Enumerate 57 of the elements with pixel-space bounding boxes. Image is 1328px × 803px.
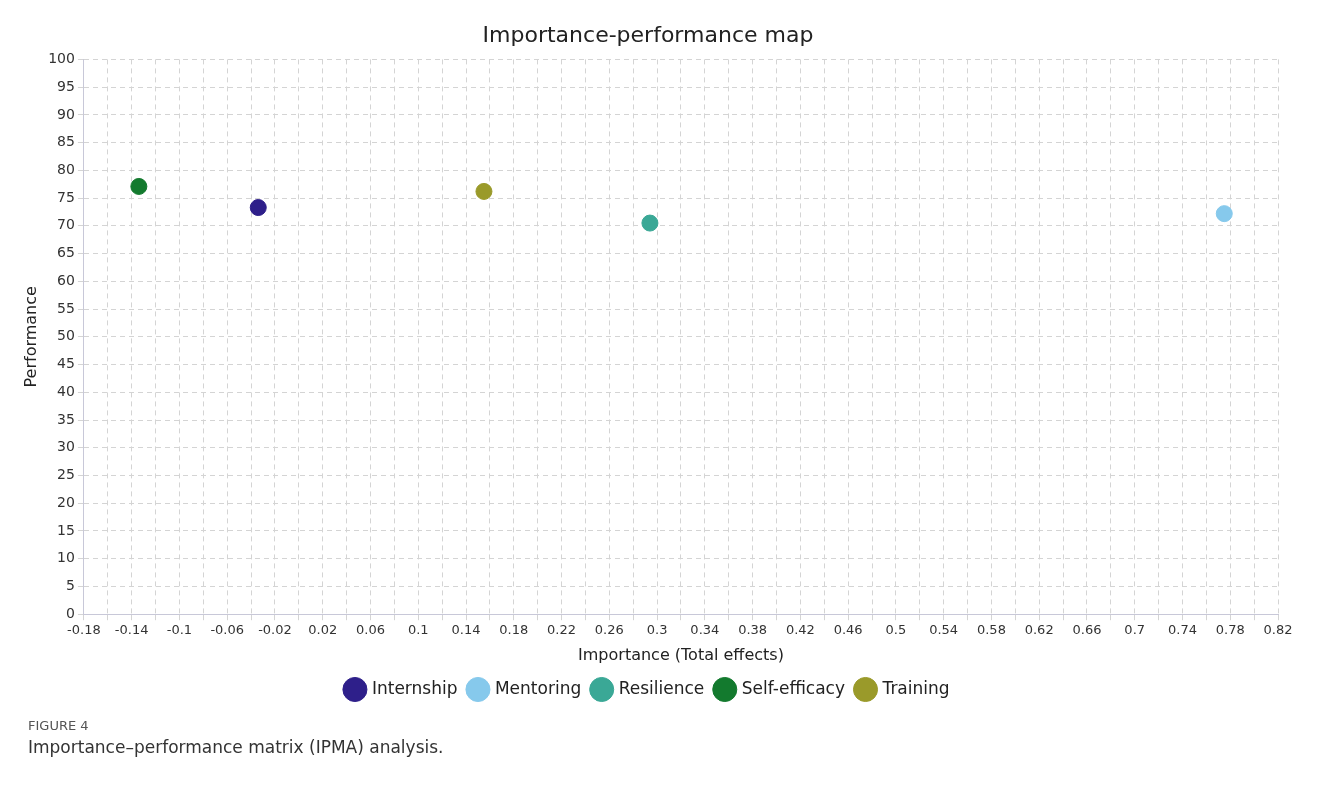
x-tick-label: 0.5 xyxy=(885,622,907,638)
x-tick-label: -0.02 xyxy=(258,622,292,638)
x-tick-label: -0.06 xyxy=(210,622,245,638)
y-tick-label: 55 xyxy=(57,299,75,316)
x-tick-label: 0.78 xyxy=(1215,622,1245,638)
y-tick-label: 100 xyxy=(48,50,75,67)
x-tick-label: 0.54 xyxy=(929,622,959,638)
y-tick-label: 75 xyxy=(57,188,75,205)
x-tick-label: 0.62 xyxy=(1024,622,1054,638)
x-tick-label: 0.74 xyxy=(1168,622,1197,638)
y-tick-label: 5 xyxy=(66,577,75,594)
x-tick-label: 0.58 xyxy=(976,622,1006,638)
y-tick-label: 25 xyxy=(57,466,75,483)
legend-label: Training xyxy=(881,677,950,698)
x-tick-label: 0.14 xyxy=(451,622,481,638)
y-tick-label: 45 xyxy=(57,355,75,372)
x-tick-label: 0.42 xyxy=(785,622,815,638)
x-tick-label: 0.82 xyxy=(1263,622,1293,638)
y-tick-label: 0 xyxy=(66,604,75,621)
y-axis-title: Performance xyxy=(20,286,40,388)
x-tick-label: 0.26 xyxy=(594,622,624,638)
x-tick-label: 0.38 xyxy=(738,622,768,638)
x-tick-label: 0.06 xyxy=(356,622,385,638)
x-axis-title: Importance (Total effects) xyxy=(578,644,784,664)
y-tick-label: 65 xyxy=(57,244,75,261)
y-tick-label: 10 xyxy=(57,549,75,566)
x-tick-label: -0.14 xyxy=(114,622,149,638)
x-tick-label: 0.46 xyxy=(833,622,863,638)
y-tick-label: 30 xyxy=(57,438,75,455)
y-tick-label: 90 xyxy=(57,105,75,122)
x-tick-label: 0.1 xyxy=(407,622,429,638)
x-tick-label: 0.18 xyxy=(499,622,529,638)
y-tick-label: 60 xyxy=(57,271,75,288)
x-tick-label: 0.34 xyxy=(690,622,720,638)
x-tick-label: 0.22 xyxy=(547,622,577,638)
legend-label: Mentoring xyxy=(494,677,582,698)
y-tick-label: 50 xyxy=(57,327,75,344)
y-tick-label: 85 xyxy=(57,133,75,150)
y-tick-label: 80 xyxy=(57,161,75,177)
chart-title: Importance-performance map xyxy=(482,21,814,47)
caption: FIGURE 4 xyxy=(28,718,90,733)
y-tick-label: 20 xyxy=(57,493,75,510)
legend-label: Self-efficacy xyxy=(741,677,845,698)
y-tick-label: 15 xyxy=(57,521,75,538)
y-tick-label: 35 xyxy=(57,410,75,427)
x-tick-label: 0.7 xyxy=(1124,622,1146,638)
x-tick-label: -0.18 xyxy=(67,622,101,638)
x-tick-label: -0.1 xyxy=(166,622,193,638)
x-tick-label: 0.66 xyxy=(1072,622,1102,638)
legend-label: Resilience xyxy=(618,677,705,698)
y-tick-label: 95 xyxy=(57,77,75,94)
y-tick-label: 70 xyxy=(57,216,75,233)
x-tick-label: 0.02 xyxy=(308,622,338,638)
legend-label: Internship xyxy=(371,677,458,698)
y-tick-label: 40 xyxy=(57,382,75,399)
text: Importance–performance matrix (IPMA) analysis. xyxy=(28,737,445,757)
x-tick-label: 0.3 xyxy=(646,622,668,638)
